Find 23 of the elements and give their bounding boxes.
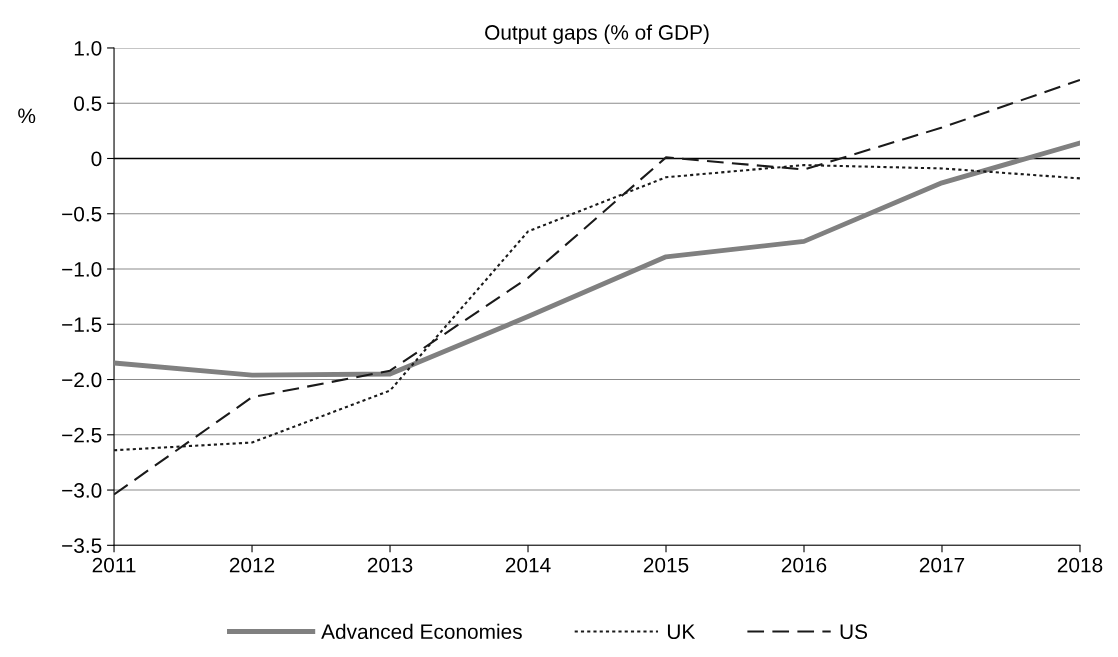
x-tick-label: 2017	[919, 557, 965, 573]
x-tick-label: 2016	[781, 557, 827, 573]
x-tick-label: 2014	[505, 557, 551, 573]
legend-label: UK	[667, 624, 696, 640]
legend-label: Advanced Economies	[321, 623, 522, 640]
x-tick-label: 2018	[1057, 557, 1103, 573]
chart-title: Output gaps (% of GDP)	[485, 24, 709, 44]
x-tick-label: 2013	[367, 557, 413, 573]
y-tick-label: −0.5	[62, 206, 102, 222]
y-tick-label: −3.0	[62, 483, 102, 498]
y-tick-label: −3.5	[62, 538, 102, 554]
x-tick-label: 2012	[229, 557, 275, 573]
y-tick-label: −2.5	[62, 427, 102, 443]
y-tick-label: −1.0	[62, 262, 102, 277]
y-tick-label: 0.5	[74, 96, 102, 111]
x-tick-label: 2011	[92, 557, 136, 573]
y-tick-label: 1.0	[74, 40, 102, 56]
y-axis-title: %	[18, 108, 36, 124]
legend-label: US	[840, 624, 868, 640]
y-tick-label: −1.5	[62, 317, 102, 333]
y-tick-label: −2.0	[62, 372, 102, 388]
x-tick-label: 2015	[643, 557, 689, 573]
y-tick-label: 0	[91, 151, 102, 167]
